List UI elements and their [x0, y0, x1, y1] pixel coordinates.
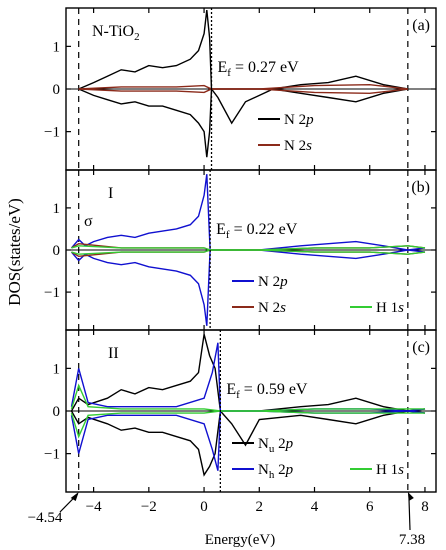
panel-1-ytick-label: −1 [44, 125, 60, 141]
panel-3-series-1-up [70, 334, 426, 412]
xtick-label: 4 [311, 499, 319, 515]
panel-1-fermi-label: Ef = 0.27 eV [218, 59, 300, 79]
panel-3-series-1-down [70, 409, 426, 477]
panel-1-legend-label-1: N 2p [284, 112, 314, 128]
panel-1-legend-label-2: N 2s [284, 138, 312, 154]
panel-3-ytick-label: 0 [53, 404, 61, 420]
panel-1-series-1-up [78, 10, 408, 90]
panel-2-letter: (b) [411, 179, 430, 196]
panel-1-series-1-down [78, 87, 408, 158]
panel-1-series-2-down [78, 88, 408, 95]
panel-2-series-1-up [70, 174, 426, 251]
arrow-right-head [407, 492, 414, 501]
panel-3-legend-label-2: Nh 2p [258, 462, 294, 481]
panel-3-letter: (c) [412, 339, 430, 356]
panel-2-series-1-down [70, 249, 426, 326]
x-axis-label: Energy(eV) [205, 532, 276, 548]
xtick-label: 6 [366, 499, 374, 515]
annotation-left-edge: −4.54 [28, 510, 63, 526]
panel-2-ytick-label: 0 [53, 243, 61, 259]
panel-2-ytick-label: 1 [53, 201, 61, 217]
xtick-label: −2 [141, 499, 157, 515]
panel-3-ytick-label: −1 [44, 447, 60, 463]
panel-2-annotation: σ [84, 213, 93, 230]
arrow-left-head [70, 492, 79, 501]
annotation-right-edge: 7.38 [399, 532, 425, 548]
panel-3-legend-label-3: H 1s [376, 462, 404, 478]
panel-2-legend-label-2: N 2s [258, 300, 286, 316]
panel-2-legend-label-1: N 2p [258, 274, 288, 290]
panel-1-letter: (a) [412, 17, 430, 34]
xtick-label: 2 [256, 499, 264, 515]
panel-2-series-3-down [71, 249, 426, 255]
panel-2-ytick-label: −1 [44, 285, 60, 301]
y-axis-label: DOS(states/eV) [5, 198, 24, 306]
xtick-label: −4 [86, 499, 102, 515]
panel-2-fermi-label: Ef = 0.22 eV [216, 221, 298, 241]
panel-3-series-3-up [70, 383, 425, 412]
panel-3-ytick-label: 1 [53, 361, 61, 377]
panel-1-title: N-TiO2 [92, 23, 140, 43]
panel-3-title: II [108, 345, 119, 362]
xtick-label: 0 [200, 499, 208, 515]
panel-2-legend-label-3: H 1s [376, 300, 404, 316]
panel-2-title: I [108, 185, 113, 202]
xtick-label: 8 [421, 499, 429, 515]
panel-1-ytick-label: 1 [53, 39, 61, 55]
panel-3-legend-label-1: Nu 2p [258, 436, 294, 455]
panel-3-fermi-label: Ef = 0.59 eV [226, 381, 308, 401]
panel-3-series-3-down [70, 410, 425, 439]
panel-1-ytick-label: 0 [53, 82, 61, 98]
panel-3-series-2-up [70, 342, 426, 412]
